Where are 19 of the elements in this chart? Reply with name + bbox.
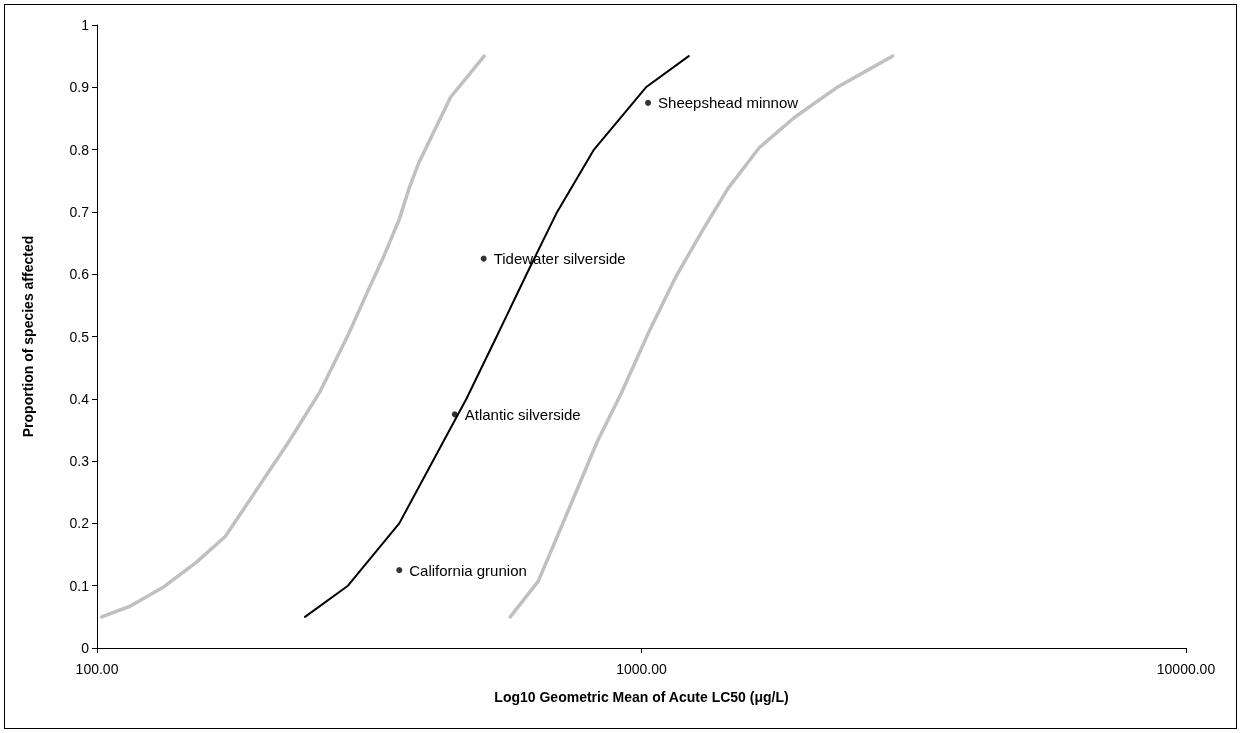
y-tick-label: 0.6 (69, 266, 90, 283)
annotation: Sheepshead minnow (658, 94, 799, 112)
y-tick-label: 0.7 (69, 203, 90, 220)
x-tick-label: 1000.00 (616, 661, 668, 677)
y-tick-label: 0.4 (69, 390, 90, 407)
y-tick-label: 0.3 (69, 453, 90, 470)
y-tick-label: 0.2 (69, 515, 90, 532)
x-tick-label: 10000.00 (1156, 661, 1216, 677)
annotation: Atlantic silverside (464, 405, 581, 423)
y-tick-label: 0.5 (69, 328, 90, 345)
x-tick-label: 100.00 (75, 661, 119, 677)
y-tick-label: 0.9 (69, 79, 90, 96)
y-tick-label: 0.8 (69, 141, 90, 158)
annotation: California grunion (409, 561, 527, 579)
y-tick-label: 0 (81, 640, 90, 656)
y-tick-label: 1 (81, 17, 90, 33)
y-axis-title: Proportion of species affected (20, 235, 36, 438)
x-axis-title: Log10 Geometric Mean of Acute LC50 (μg/L) (494, 689, 789, 705)
y-tick-label: 0.1 (69, 577, 90, 594)
